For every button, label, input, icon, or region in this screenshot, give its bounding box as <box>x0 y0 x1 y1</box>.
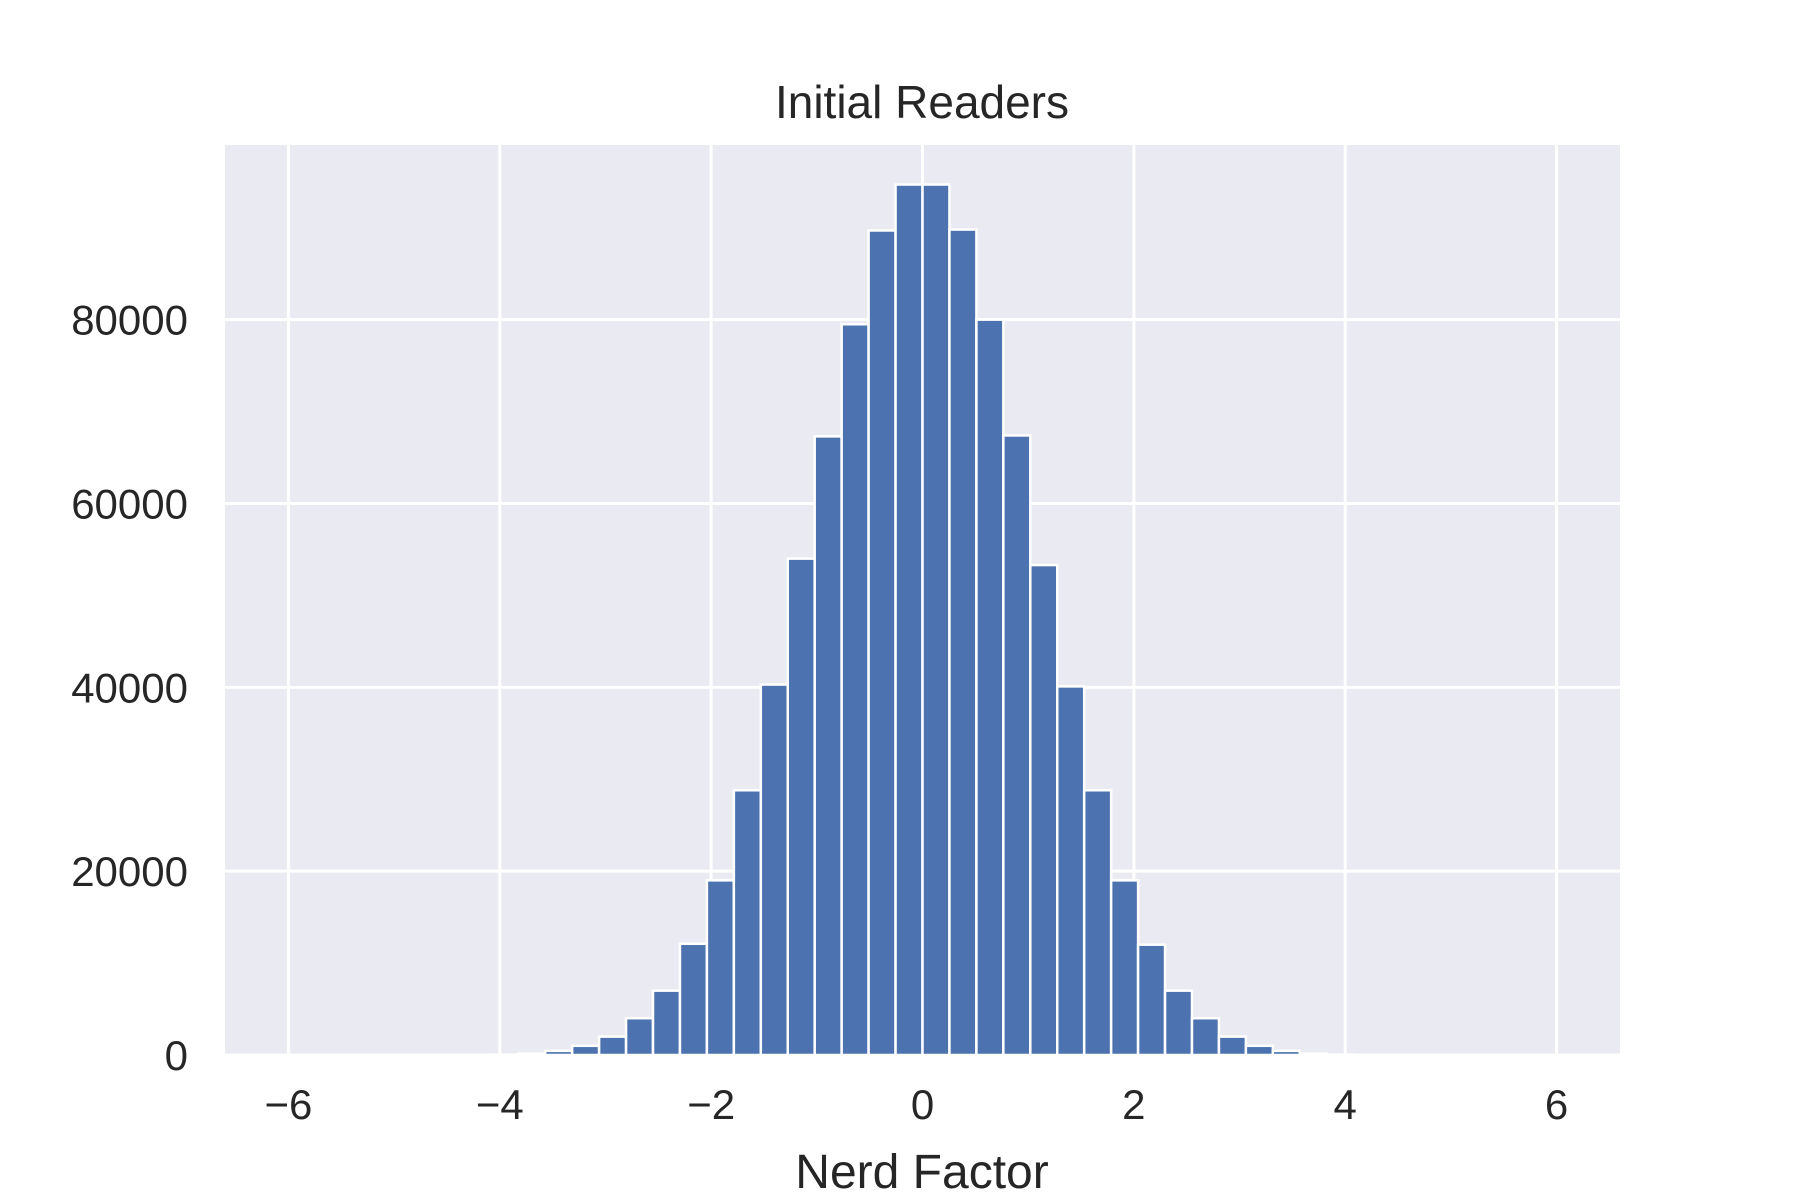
histogram-bar <box>1055 685 1086 1057</box>
histogram-bar <box>1190 1016 1221 1057</box>
x-tick-label: 2 <box>1122 1081 1145 1128</box>
histogram-bar <box>597 1035 628 1057</box>
histogram-bar <box>975 318 1005 1057</box>
x-tick-label: −2 <box>687 1081 735 1128</box>
histogram-bar <box>1002 434 1032 1057</box>
x-tick-label: −4 <box>476 1081 524 1128</box>
y-tick-label: 60000 <box>71 480 188 527</box>
chart-title: Initial Readers <box>775 76 1069 128</box>
x-tick-label: 4 <box>1334 1081 1357 1128</box>
histogram-bar <box>759 683 790 1057</box>
y-tick-label: 0 <box>165 1032 188 1079</box>
y-tick-labels: 0 20000 40000 60000 80000 <box>71 297 188 1079</box>
histogram-bar <box>543 1049 574 1057</box>
y-tick-label: 20000 <box>71 848 188 895</box>
histogram-bar <box>786 557 816 1057</box>
histogram-bar <box>732 789 763 1057</box>
histogram-bar <box>705 879 736 1057</box>
x-axis-label: Nerd Factor <box>795 1146 1048 1199</box>
histogram-bar <box>517 1052 547 1057</box>
x-tick-labels: −6 −4 −2 0 2 4 6 <box>264 1081 1568 1128</box>
histogram-bar <box>1109 879 1140 1057</box>
histogram-bar <box>1029 563 1059 1057</box>
histogram-bar <box>1271 1049 1302 1057</box>
histogram-bar <box>570 1044 601 1057</box>
histogram-bar <box>1082 789 1113 1057</box>
histogram-bar <box>624 1016 655 1057</box>
x-tick-label: 0 <box>911 1081 934 1128</box>
histogram-bar <box>840 322 870 1057</box>
histogram-bar <box>678 942 709 1057</box>
x-tick-label: 6 <box>1545 1081 1568 1128</box>
histogram-bar <box>867 229 897 1057</box>
histogram-bar <box>1136 943 1167 1057</box>
y-tick-label: 80000 <box>71 297 188 344</box>
y-tick-label: 40000 <box>71 664 188 711</box>
histogram-bar <box>1244 1044 1275 1057</box>
histogram-bar <box>651 989 682 1057</box>
histogram-bar <box>1298 1052 1328 1057</box>
histogram-bars <box>490 183 1355 1057</box>
histogram-bar <box>894 183 924 1057</box>
histogram-bar <box>948 228 978 1057</box>
histogram-bar <box>1217 1035 1248 1057</box>
histogram-bar <box>921 183 951 1057</box>
x-tick-label: −6 <box>264 1081 312 1128</box>
histogram-bar <box>813 435 843 1057</box>
histogram-bar <box>1163 989 1194 1057</box>
